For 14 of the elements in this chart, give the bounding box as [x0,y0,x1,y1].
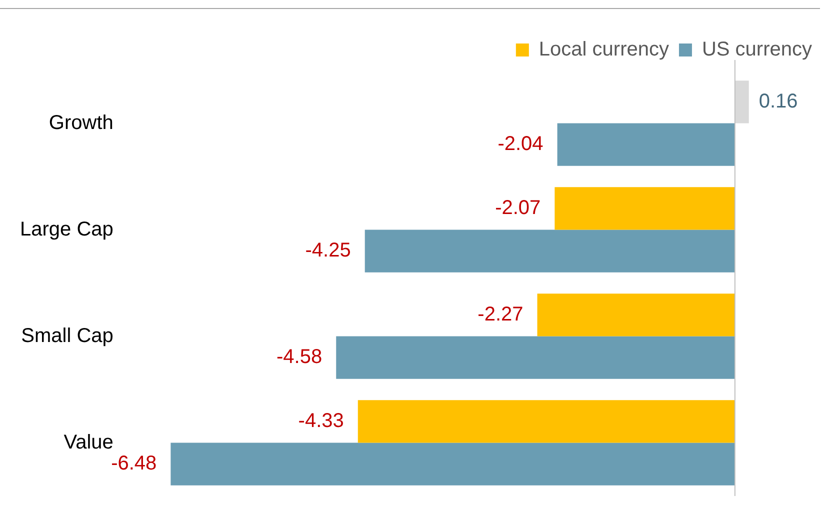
y-tick-label: Growth [48,112,114,134]
data-label: -4.58 [276,346,322,368]
y-tick-label: Large Cap [20,218,114,240]
data-label: -6.48 [111,452,157,475]
data-label: -4.25 [305,240,351,262]
data-label: -4.33 [298,410,344,432]
data-label: 0.16 [758,90,798,112]
y-tick-label: Value [64,431,114,454]
legend-label: Local currency [538,38,669,61]
y-tick-label: Small Cap [21,324,114,347]
data-label: -2.04 [498,133,544,156]
legend-label: US currency [702,38,812,61]
data-label: -2.07 [495,196,541,219]
data-label: -2.27 [478,303,524,326]
